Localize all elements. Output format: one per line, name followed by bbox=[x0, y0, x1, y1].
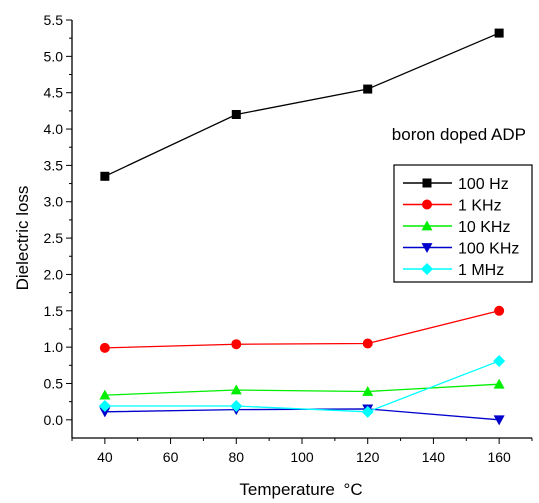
legend-item: 10 KHz bbox=[403, 219, 510, 236]
legend-item: 1 MHz bbox=[403, 262, 504, 279]
y-tick-label: 3.5 bbox=[44, 157, 64, 173]
legend-label: 1 KHz bbox=[458, 198, 502, 215]
series-10-khz bbox=[99, 378, 505, 400]
data-point bbox=[99, 407, 111, 418]
data-point bbox=[231, 339, 242, 350]
data-point bbox=[99, 342, 110, 353]
data-point bbox=[230, 400, 243, 413]
y-tick-label: 1.5 bbox=[44, 303, 64, 319]
x-axis-unit: °C bbox=[344, 480, 363, 499]
data-point bbox=[99, 389, 111, 400]
y-tick-label: 0.0 bbox=[44, 412, 64, 428]
legend-label: 1 MHz bbox=[458, 262, 504, 279]
x-tick-label: 100 bbox=[290, 449, 314, 465]
x-tick-label: 140 bbox=[422, 449, 446, 465]
legend-marker bbox=[422, 199, 432, 210]
data-point bbox=[494, 305, 505, 316]
legend-item: 100 KHz bbox=[403, 241, 519, 258]
series-1-mhz bbox=[98, 354, 506, 418]
x-axis-label: Temperature °C bbox=[239, 480, 362, 499]
data-point bbox=[230, 384, 242, 395]
y-tick-label: 3.0 bbox=[44, 194, 64, 210]
series-100-khz bbox=[99, 404, 505, 426]
legend-marker bbox=[421, 220, 433, 231]
legend-label: 100 KHz bbox=[458, 241, 519, 258]
y-tick-label: 4.5 bbox=[44, 85, 64, 101]
legend-box bbox=[393, 164, 533, 283]
axes: 0.0 0.5 1.0 1.5 2.0 2.5 3.0 3.5 4.0 4.5 5.0 5.5 40 60… bbox=[44, 12, 533, 465]
series-line bbox=[104, 32, 500, 177]
data-point bbox=[361, 405, 374, 418]
x-axis-title: Temperature bbox=[239, 480, 334, 499]
x-tick-label: 40 bbox=[97, 449, 113, 465]
series-line bbox=[104, 360, 500, 413]
series-1-khz bbox=[99, 305, 505, 353]
y-tick-label: 2.0 bbox=[44, 266, 64, 282]
data-point bbox=[100, 171, 110, 181]
legend-marker bbox=[421, 243, 433, 253]
series-100-hz bbox=[100, 28, 504, 181]
x-tick-label: 60 bbox=[163, 449, 179, 465]
y-tick-label: 1.0 bbox=[44, 339, 64, 355]
series-line bbox=[104, 310, 500, 349]
data-point bbox=[494, 28, 504, 38]
series-line bbox=[104, 383, 500, 396]
data-point bbox=[363, 84, 373, 94]
y-axis-label: Dielectric loss bbox=[13, 186, 32, 291]
y-tick-label: 5.0 bbox=[44, 48, 64, 64]
legend-label: 10 KHz bbox=[458, 219, 510, 236]
x-tick-label: 120 bbox=[356, 449, 380, 465]
data-point bbox=[362, 338, 373, 349]
legend-item: 100 Hz bbox=[403, 176, 509, 193]
legend-marker bbox=[422, 178, 432, 188]
data-point bbox=[362, 385, 374, 396]
legend: 100 Hz 1 KHz 10 KHz 100 KHz 1 MHz bbox=[393, 164, 533, 283]
x-tick-label: 80 bbox=[228, 449, 244, 465]
data-point bbox=[493, 378, 505, 389]
series-line bbox=[104, 408, 500, 421]
legend-marker bbox=[421, 263, 433, 275]
y-tick-label: 4.0 bbox=[44, 121, 64, 137]
series-layer bbox=[98, 28, 506, 426]
data-point bbox=[231, 110, 241, 120]
data-point bbox=[98, 400, 111, 413]
y-tick-label: 0.5 bbox=[44, 375, 64, 391]
chart-annotation: boron doped ADP bbox=[392, 125, 526, 144]
legend-label: 100 Hz bbox=[458, 176, 509, 193]
y-tick-label: 2.5 bbox=[44, 230, 64, 246]
x-tick-label: 160 bbox=[487, 449, 511, 465]
data-point bbox=[493, 415, 505, 426]
data-point bbox=[493, 354, 506, 367]
legend-item: 1 KHz bbox=[403, 198, 502, 215]
y-tick-label: 5.5 bbox=[44, 12, 64, 28]
